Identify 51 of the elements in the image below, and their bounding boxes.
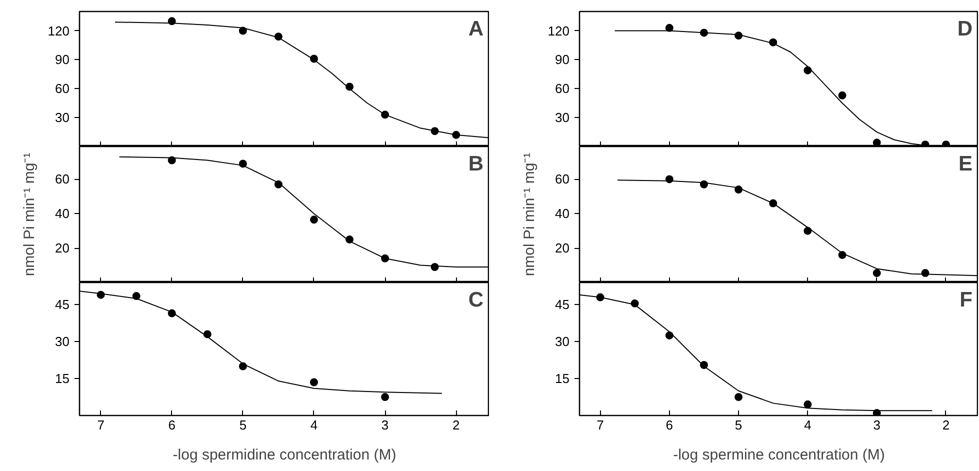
x-tick-label: 5 [239, 418, 247, 432]
y-tick-label: 30 [55, 110, 70, 126]
x-tick-label: 7 [97, 418, 104, 432]
y-tick-label: 45 [555, 297, 570, 312]
x-axis-title: -log spermidine concentration (M) [172, 446, 396, 464]
y-tick-label: 30 [555, 110, 570, 126]
y-tick-label: 120 [48, 23, 70, 38]
point [734, 393, 743, 402]
x-tick-label: 7 [596, 418, 604, 432]
point [838, 91, 846, 100]
y-tick-label: 20 [555, 240, 570, 256]
y-tick-label: 20 [55, 240, 70, 256]
y-tick-label: 15 [555, 371, 570, 386]
annotation: D [957, 18, 973, 40]
y-tick-label: 60 [55, 172, 70, 187]
y-axis-title: nmol Pi min⁻¹ mg⁻¹ [521, 152, 538, 276]
y-tick-label: 60 [555, 172, 570, 187]
annotation: A [468, 18, 484, 40]
annotation: C [468, 288, 484, 312]
x-tick-label: 4 [310, 418, 318, 432]
point [872, 269, 881, 278]
x-tick-label: 5 [734, 418, 742, 432]
point [381, 393, 390, 402]
y-tick-label: 120 [548, 23, 570, 38]
point [310, 216, 318, 224]
x-tick-label: 6 [168, 418, 176, 432]
y-tick-label: 60 [555, 81, 570, 96]
y-tick-label: 90 [55, 52, 70, 68]
x-tick-label: 4 [804, 418, 812, 432]
point [804, 400, 812, 408]
y-axis-title: nmol Pi min⁻¹ mg⁻¹ [21, 152, 38, 276]
y-tick-label: 30 [55, 334, 70, 350]
point [310, 378, 318, 386]
annotation: B [468, 152, 484, 176]
y-tick-label: 30 [555, 334, 570, 350]
x-axis-title: -log spermine concentration (M) [673, 446, 885, 464]
annotation: E [958, 152, 973, 176]
y-tick-label: 90 [555, 52, 570, 68]
x-tick-label: 2 [452, 418, 460, 432]
x-tick-label: 3 [381, 418, 389, 432]
y-tick-label: 45 [55, 297, 70, 312]
y-tick-label: 60 [55, 81, 70, 96]
x-tick-label: 2 [942, 418, 950, 432]
point [665, 24, 674, 32]
point [872, 138, 881, 146]
y-tick-label: 15 [55, 371, 70, 386]
y-tick-label: 40 [55, 206, 70, 222]
x-tick-label: 6 [666, 418, 674, 432]
x-tick-label: 3 [873, 418, 880, 432]
annotation: F [960, 288, 973, 312]
y-tick-label: 40 [555, 206, 570, 222]
